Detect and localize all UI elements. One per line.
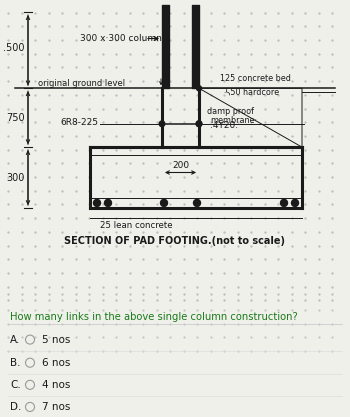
Text: 6R8-225: 6R8-225 [60, 118, 98, 127]
Circle shape [159, 121, 165, 127]
Text: 7 nos: 7 nos [42, 402, 70, 412]
Circle shape [93, 199, 100, 206]
Circle shape [105, 199, 112, 206]
Text: .4Y20.: .4Y20. [210, 121, 238, 131]
Text: 4 nos: 4 nos [42, 380, 70, 390]
Circle shape [280, 199, 287, 206]
Text: 6 nos: 6 nos [42, 358, 70, 368]
Text: 25 lean concrete: 25 lean concrete [100, 221, 173, 230]
Circle shape [196, 86, 202, 91]
Circle shape [194, 199, 201, 206]
Text: 125 concrete bed: 125 concrete bed [220, 74, 291, 83]
Circle shape [196, 121, 202, 127]
Text: SECTION OF PAD FOOTING.(not to scale): SECTION OF PAD FOOTING.(not to scale) [64, 236, 286, 246]
Text: D.: D. [10, 402, 21, 412]
Text: 300: 300 [7, 173, 25, 183]
Circle shape [292, 199, 299, 206]
Text: C.: C. [10, 380, 21, 390]
Circle shape [161, 199, 168, 206]
Text: B.: B. [10, 358, 21, 368]
Circle shape [196, 121, 202, 127]
Text: damp proof: damp proof [207, 107, 254, 116]
Text: How many links in the above single column construction?: How many links in the above single colum… [10, 312, 298, 322]
Text: 750: 750 [6, 113, 25, 123]
Text: 300 x·300 column: 300 x·300 column [80, 34, 162, 43]
Text: 200: 200 [172, 161, 189, 170]
Text: ᔀ50 hardcore: ᔀ50 hardcore [224, 88, 279, 97]
Text: 5 nos: 5 nos [42, 334, 70, 344]
Text: original ground level: original ground level [38, 79, 125, 88]
Text: .500: .500 [4, 43, 25, 53]
Text: membrane·: membrane· [210, 116, 257, 125]
Text: A.: A. [10, 334, 20, 344]
